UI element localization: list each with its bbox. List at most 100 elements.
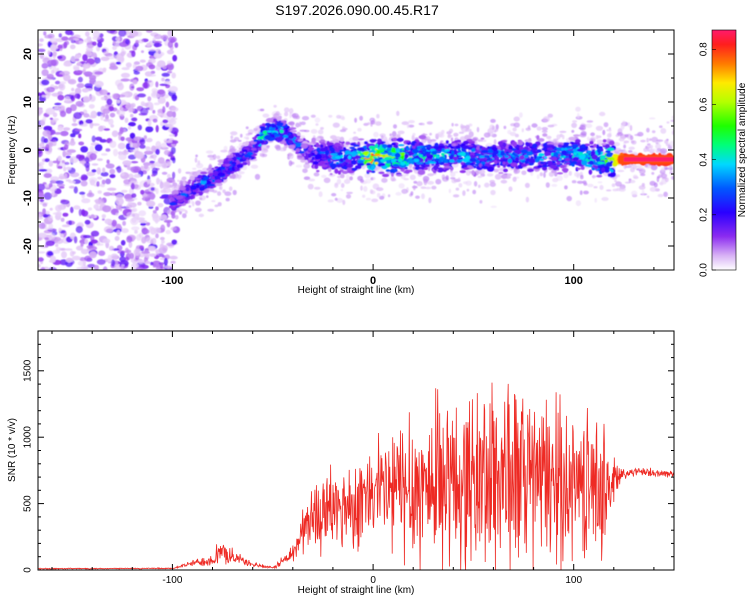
spectrogram-noise-cell	[167, 173, 171, 179]
spectrogram-noise-cell	[133, 248, 141, 256]
spectrogram-halo-cell	[362, 194, 366, 198]
spectrogram-noise-cell	[47, 251, 54, 256]
spectrogram-noise-cell	[70, 44, 76, 50]
spectrogram-halo-cell	[630, 135, 634, 141]
spectrogram-noise-cell	[143, 162, 152, 167]
spectrogram-noise-cell	[92, 41, 97, 46]
spectrogram-halo-cell	[228, 186, 233, 191]
spectrogram-noise-cell	[90, 230, 100, 237]
spectrogram-noise-cell	[69, 172, 80, 178]
spectrogram-ridge-cell	[313, 161, 319, 165]
spectrogram-noise-cell	[139, 144, 146, 149]
spectrogram-ridge-cell	[418, 154, 423, 158]
spectrogram-halo-cell	[253, 127, 258, 132]
spectrogram-halo-cell	[494, 173, 502, 180]
spectrogram-noise-cell	[94, 71, 104, 75]
spectrogram-noise-cell	[153, 153, 157, 161]
spectrogram-noise-cell	[171, 72, 176, 79]
spectrogram-halo-cell	[670, 119, 674, 122]
spectrogram-halo-cell	[364, 173, 371, 179]
spectrogram-halo-cell	[513, 168, 521, 174]
spectrogram-noise-cell	[149, 246, 156, 252]
spectrogram-halo-cell	[641, 189, 645, 195]
spectrogram-noise-cell	[155, 125, 159, 133]
spectrogram-halo-cell	[452, 194, 460, 198]
spectrogram-ridge-cell	[242, 149, 248, 153]
spectrogram-noise-cell	[86, 171, 96, 177]
spectrogram-ridge-cell	[507, 158, 513, 164]
spectrogram-halo-cell	[230, 131, 238, 136]
spectrogram-noise-cell	[143, 165, 149, 170]
spectrogram-halo-cell	[373, 131, 379, 138]
spectrogram-ridge-cell	[233, 156, 237, 162]
spectrogram-halo-cell	[663, 191, 668, 197]
spectrogram-halo-cell	[465, 169, 471, 176]
spectrogram-halo-cell	[617, 169, 625, 173]
spectrogram-halo-cell	[466, 188, 470, 192]
spectrogram-halo-cell	[262, 113, 270, 118]
spectrogram-ridge-cell	[491, 146, 498, 151]
spectrogram-ridge-cell	[502, 165, 506, 168]
spectrogram-noise-cell	[160, 224, 166, 232]
spectrogram-ridge-cell	[295, 151, 299, 154]
spectrogram-halo-cell	[513, 116, 520, 122]
spectrogram-halo-cell	[590, 132, 595, 137]
spectrogram-noise-cell	[38, 92, 42, 97]
spectrogram-noise-cell	[110, 253, 119, 260]
spectrogram-ridge-cell	[311, 152, 315, 156]
spectrogram-ridge-cell	[451, 150, 455, 156]
spectrogram-halo-cell	[448, 188, 452, 194]
spectrogram-ridge-cell	[528, 138, 532, 141]
spectrogram-noise-cell	[85, 31, 90, 37]
spectrogram-ridge-cell	[349, 176, 353, 181]
spectrogram-noise-cell	[130, 161, 139, 164]
spectrogram-ridge-cell	[588, 169, 593, 175]
spectrogram-halo-cell	[553, 138, 559, 141]
spectrogram-ridge-cell	[438, 145, 446, 149]
spectrogram-halo-cell	[302, 168, 308, 174]
spectrogram-halo-cell	[217, 202, 222, 207]
spectrogram-halo-cell	[628, 178, 632, 181]
spectrogram-halo-cell	[363, 186, 368, 192]
spectrogram-noise-cell	[146, 42, 151, 47]
spectrogram-noise-cell	[163, 149, 170, 156]
spectrogram-noise-cell	[50, 69, 55, 75]
spectrogram-halo-cell	[577, 112, 580, 119]
spectrogram-halo-cell	[628, 150, 633, 153]
spectrogram-noise-cell	[52, 51, 57, 57]
spectrogram-noise-cell	[155, 249, 159, 253]
spectrogram-noise-cell	[135, 65, 144, 72]
spectrogram-halo-cell	[357, 175, 363, 181]
spectrogram-noise-cell	[78, 208, 82, 217]
spectrogram-halo-cell	[375, 121, 382, 126]
spectrogram-ridge-cell	[504, 155, 509, 158]
spectrogram-noise-cell	[152, 109, 156, 114]
spectrogram-noise-cell	[102, 266, 108, 270]
spectrogram-halo-cell	[623, 140, 630, 144]
spectrogram-halo-cell	[206, 195, 209, 199]
spectrogram-ridge-cell	[253, 139, 258, 142]
spectrogram-noise-cell	[79, 160, 87, 164]
spectrogram-halo-cell	[552, 177, 559, 183]
spectrogram-noise-cell	[151, 174, 156, 177]
spectrogram-ridge-cell	[363, 151, 369, 157]
spectrogram-halo-cell	[633, 176, 639, 180]
spectrogram-noise-cell	[161, 142, 167, 149]
spectrogram-noise-cell	[68, 220, 72, 226]
spectrogram-halo-cell	[310, 114, 316, 118]
spectrogram-halo-cell	[490, 189, 496, 196]
spectrogram-noise-cell	[64, 173, 68, 180]
spectrogram-noise-cell	[84, 157, 90, 164]
spectrogram-ridge-cell	[417, 170, 426, 175]
spectrogram-ridge-cell	[182, 181, 186, 187]
spectrogram-halo-cell	[207, 208, 215, 212]
spectrogram-noise-cell	[41, 136, 46, 144]
spectrogram-noise-cell	[115, 99, 121, 104]
spectrogram-noise-cell	[90, 214, 95, 219]
spectrogram-halo-cell	[174, 215, 179, 220]
spectrogram-halo-cell	[367, 122, 371, 125]
spectrogram-halo-cell	[500, 179, 508, 184]
spectrogram-halo-cell	[259, 108, 265, 112]
